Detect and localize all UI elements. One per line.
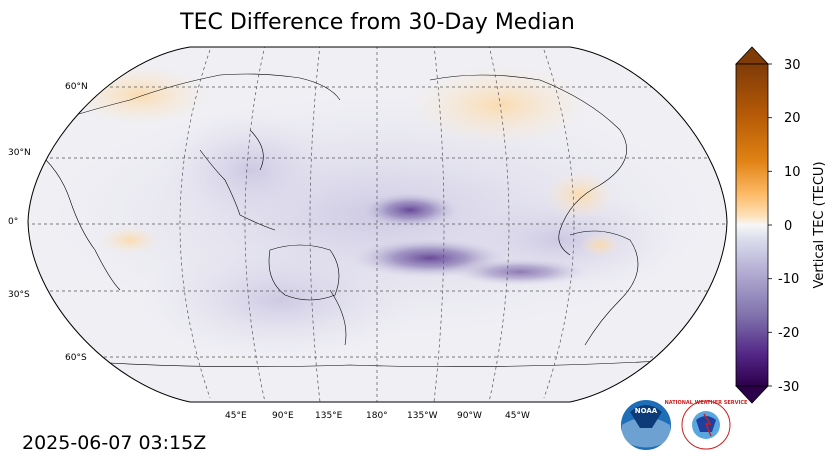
lon-label-45e: 45°E [225, 411, 247, 421]
map-title: TEC Difference from 30-Day Median [180, 10, 575, 35]
globe-outline [27, 46, 728, 403]
lat-label-30n: 30°N [8, 148, 31, 158]
lon-label-180: 180° [366, 411, 388, 421]
tec-field [28, 47, 727, 402]
lat-label-30s: 30°S [8, 290, 30, 300]
lon-label-90e: 90°E [272, 411, 294, 421]
lon-label-135e: 135°E [315, 411, 343, 421]
lon-label-135w: 135°W [407, 411, 438, 421]
lat-label-60n: 60°N [65, 82, 88, 92]
graticule [28, 47, 727, 402]
timestamp: 2025-06-07 03:15Z [22, 432, 207, 454]
lat-label-0: 0° [8, 217, 18, 227]
lon-label-90w: 90°W [457, 411, 482, 421]
coastlines [34, 73, 681, 367]
lon-label-45w: 45°W [505, 411, 530, 421]
lat-label-60s: 60°S [65, 353, 87, 363]
